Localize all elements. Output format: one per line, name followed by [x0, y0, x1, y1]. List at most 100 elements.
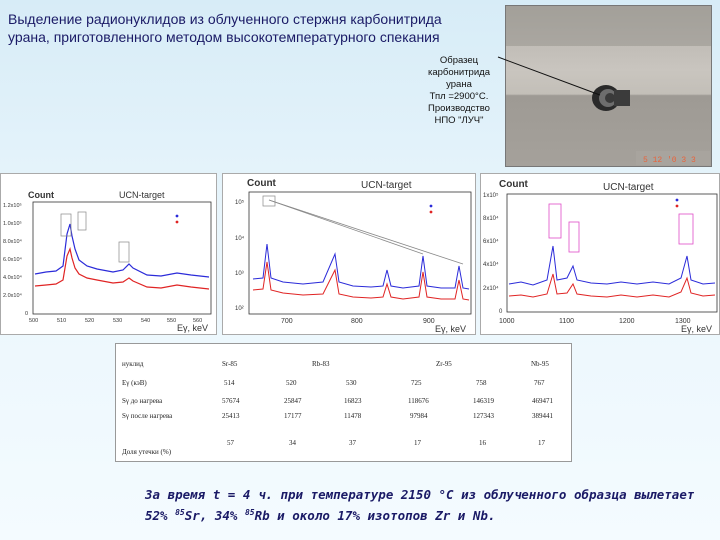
x-tick-label: 1200 [619, 318, 635, 325]
y-tick-label: 10³ [235, 271, 244, 277]
table-cell: 11478 [344, 412, 362, 420]
x-tick-label: 700 [281, 318, 293, 325]
series-before [508, 245, 716, 286]
y-tick-label: 0 [499, 309, 503, 315]
table-cell: 17177 [284, 412, 302, 420]
count-label: Count [28, 190, 54, 200]
y-tick-label: 4x10⁴ [483, 261, 499, 268]
y-tick-label: 2.0x10⁴ [3, 292, 23, 299]
table-cell: 57674 [222, 397, 240, 405]
conclusion-part: Rb и около 17% изотопов Zr и Nb. [254, 508, 496, 524]
x-tick-label: 510 [57, 318, 66, 324]
x-tick-label: 530 [113, 318, 122, 324]
x-tick-label: 520 [85, 318, 94, 324]
table-cell: 767 [534, 379, 545, 387]
table-row-label: Sγ до нагрева [122, 397, 163, 405]
x-tick-label: 540 [141, 318, 150, 324]
sample-note: Образец карбонитрида урана Тпл =2900°С. … [420, 55, 498, 127]
conclusion-text: За время t = 4 ч. при температуре 2150 °… [145, 486, 715, 525]
title-line-1: Выделение радионуклидов из облученного с… [8, 11, 442, 27]
table-cell: 17 [414, 439, 421, 447]
conclusion-line-1: За время t = 4 ч. при температуре 2150 °… [145, 487, 695, 502]
sample-photo-drawing: 5 12 '0 3 3 [506, 6, 711, 165]
table-cell: 25413 [222, 412, 240, 420]
mass-number: 85 [175, 508, 185, 517]
series-after [34, 247, 210, 290]
spectrum-right-svg: Count UCN-target 1x10⁵ 8x10⁴ 6x10⁴ 4x10⁴… [483, 179, 718, 334]
title-line-2: урана, приготовленного методом высокотем… [8, 29, 440, 45]
x-tick-label: 800 [351, 318, 363, 325]
spectrum-middle-svg: Count UCN-target 10⁵ 10⁴ 10³ 10² 700 800… [235, 178, 472, 334]
table-cell: 127343 [473, 412, 494, 420]
table-cell: 37 [349, 439, 356, 447]
y-tick-label: 8x10⁴ [483, 215, 499, 222]
y-tick-label: 1x10⁵ [483, 192, 499, 199]
table-cell: 57 [227, 439, 234, 447]
table-cell: 34 [289, 439, 296, 447]
y-tick-label: 6x10⁴ [483, 238, 499, 245]
table-cell: 25847 [284, 397, 302, 405]
count-label: Count [247, 178, 277, 189]
table-header-label: нуклид [122, 360, 144, 368]
x-tick-label: 1100 [559, 318, 574, 325]
spectrum-right: Count UCN-target 1x10⁵ 8x10⁴ 6x10⁴ 4x10⁴… [480, 173, 720, 335]
table-cell: 725 [411, 379, 422, 387]
spectrum-left: Count UCN-target 1.2x10⁵ 1.0x10⁵ 8.0x10⁴… [0, 173, 217, 335]
note-line: карбонитрида [428, 67, 490, 78]
series-after [508, 273, 716, 298]
note-line: Производство [428, 103, 490, 114]
table-header-cell: Rb-83 [312, 360, 330, 368]
x-axis-label: Eγ, keV [681, 324, 712, 334]
y-tick-label: 1.0x10⁵ [3, 220, 22, 227]
table-cell: 97984 [410, 412, 428, 420]
conclusion-part: Sr, 34% [184, 508, 245, 524]
x-axis-label: Eγ, keV [177, 323, 208, 333]
table-cell: 146319 [473, 397, 494, 405]
x-tick-label: 560 [193, 318, 202, 324]
table-cell: 389441 [532, 412, 553, 420]
pointer-line [497, 56, 601, 96]
y-tick-label: 10⁵ [235, 199, 245, 206]
y-tick-label: 4.0x10⁴ [3, 274, 23, 281]
x-tick-label: 1000 [499, 318, 515, 325]
target-label: UCN-target [119, 190, 165, 200]
x-axis-label: Eγ, keV [435, 324, 466, 334]
note-line: урана [446, 79, 472, 90]
y-tick-label: 8.0x10⁴ [3, 238, 23, 245]
x-tick-label: 500 [29, 318, 38, 324]
y-tick-label: 1.2x10⁵ [3, 202, 22, 209]
table-header-cell: Sr-85 [222, 360, 238, 368]
x-tick-label: 1300 [675, 318, 691, 325]
spectrum-middle: Count UCN-target 10⁵ 10⁴ 10³ 10² 700 800… [222, 173, 476, 335]
count-label: Count [499, 179, 529, 190]
table-cell: 514 [224, 379, 235, 387]
results-table: нуклид Sr-85 Rb-83 Zr-95 Nb-95 Eγ (кэВ) … [115, 343, 572, 462]
y-tick-label: 10² [235, 306, 244, 312]
series-after [252, 261, 470, 301]
target-label: UCN-target [361, 180, 412, 191]
table-cell: 16823 [344, 397, 362, 405]
photo-date-stamp: 5 12 '0 3 3 [643, 156, 696, 165]
sample-photo: 5 12 '0 3 3 [505, 5, 712, 167]
conclusion-line-2: 52% 85Sr, 34% 85Rb и около 17% изотопов … [145, 504, 715, 525]
note-line: Тпл =2900°С. [429, 91, 489, 102]
y-tick-label: 2x10⁴ [483, 285, 499, 292]
series-before [34, 223, 210, 278]
spectrum-left-svg: Count UCN-target 1.2x10⁵ 1.0x10⁵ 8.0x10⁴… [3, 190, 212, 333]
table-cell: 118676 [408, 397, 429, 405]
note-line: Образец [439, 55, 479, 66]
mass-number: 85 [244, 508, 255, 517]
x-tick-label: 550 [167, 318, 176, 324]
table-cell: 469471 [532, 397, 553, 405]
x-tick-label: 900 [423, 318, 435, 325]
y-tick-label: 0 [25, 311, 28, 317]
table-cell: 16 [479, 439, 486, 447]
table-cell: 530 [346, 379, 357, 387]
series-before [252, 243, 470, 290]
note-line: НПО "ЛУЧ" [434, 115, 484, 126]
table-cell: 17 [538, 439, 545, 447]
table-cell: 758 [476, 379, 487, 387]
table-row-label: Доля утечки (%) [122, 448, 172, 456]
conclusion-part: 52% [145, 508, 176, 524]
table-header-cell: Nb-95 [531, 360, 549, 368]
